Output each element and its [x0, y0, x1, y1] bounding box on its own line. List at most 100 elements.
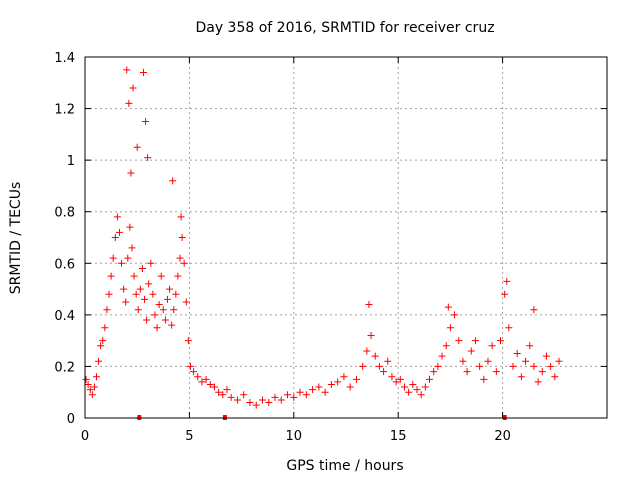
data-point	[95, 357, 103, 365]
data-point	[359, 362, 367, 370]
data-point	[421, 383, 429, 391]
data-point	[105, 290, 113, 298]
data-point	[409, 380, 417, 388]
data-point	[223, 386, 231, 394]
data-point	[118, 259, 126, 267]
data-point	[405, 388, 413, 396]
data-point	[371, 352, 379, 360]
data-point	[210, 383, 218, 391]
data-point	[497, 337, 505, 345]
data-point	[206, 380, 214, 388]
data-point	[125, 99, 133, 107]
data-point	[130, 272, 138, 280]
data-point	[455, 337, 463, 345]
data-point	[315, 383, 323, 391]
data-point	[123, 66, 131, 74]
data-point	[124, 254, 132, 262]
data-point	[176, 254, 184, 262]
data-point	[233, 396, 241, 404]
data-point	[99, 337, 107, 345]
data-point	[143, 316, 151, 324]
data-point	[434, 362, 442, 370]
data-point	[384, 357, 392, 365]
data-point	[168, 321, 176, 329]
data-point	[101, 324, 109, 332]
data-point	[363, 347, 371, 355]
data-point	[522, 357, 530, 365]
data-point	[534, 378, 542, 386]
x-axis-label: GPS time / hours	[286, 458, 403, 474]
data-point	[509, 362, 517, 370]
data-point	[334, 378, 342, 386]
y-tick-label: 0	[67, 412, 75, 427]
data-point	[178, 234, 186, 241]
data-point	[132, 290, 140, 298]
data-point	[538, 368, 546, 376]
data-point	[501, 290, 509, 298]
data-point	[136, 285, 144, 293]
data-point	[145, 280, 153, 288]
y-tick-label: 0.4	[54, 309, 75, 324]
data-point	[246, 399, 254, 407]
data-point	[488, 342, 496, 350]
data-point	[240, 391, 248, 399]
data-point	[111, 234, 119, 241]
data-point	[252, 401, 260, 409]
data-point	[446, 324, 454, 332]
data-point	[186, 362, 194, 370]
data-points	[82, 66, 563, 409]
data-point	[463, 368, 471, 376]
data-point	[141, 295, 149, 303]
data-point	[380, 368, 388, 376]
data-point	[134, 306, 142, 314]
data-point	[157, 272, 165, 280]
data-point	[284, 391, 292, 399]
data-point	[144, 154, 152, 162]
data-point	[258, 396, 266, 404]
data-point	[97, 342, 105, 350]
data-point	[417, 391, 425, 399]
data-point	[92, 373, 100, 381]
y-tick-label: 0.2	[54, 360, 75, 375]
data-point	[163, 295, 171, 303]
data-point	[190, 368, 198, 376]
data-point	[109, 254, 117, 262]
data-point	[227, 393, 235, 401]
data-point	[442, 342, 450, 350]
x-tick-label: 5	[185, 429, 193, 444]
data-point	[505, 324, 513, 332]
data-point	[107, 272, 115, 280]
data-point	[413, 386, 421, 394]
data-point	[492, 368, 500, 376]
data-point	[215, 388, 223, 396]
data-point	[198, 378, 206, 386]
data-point	[444, 303, 452, 311]
y-tick-label: 0.6	[54, 257, 75, 272]
data-point	[309, 386, 317, 394]
data-point	[174, 272, 182, 280]
x-tick-label: 15	[390, 429, 407, 444]
data-point	[90, 383, 98, 391]
data-point	[202, 375, 210, 383]
data-point	[219, 391, 227, 399]
data-point	[438, 352, 446, 360]
data-point	[128, 244, 136, 252]
data-point	[459, 357, 467, 365]
data-point	[480, 375, 488, 383]
grid-layer	[85, 57, 607, 418]
data-point	[290, 393, 298, 401]
data-point	[517, 373, 525, 381]
data-point	[151, 311, 159, 319]
y-tick-label: 1.4	[54, 51, 75, 66]
data-point	[392, 378, 400, 386]
data-point	[122, 298, 130, 306]
y-tick-label: 0.8	[54, 206, 75, 221]
data-point	[503, 277, 511, 285]
data-point	[476, 362, 484, 370]
data-point	[547, 362, 555, 370]
data-point	[103, 306, 111, 314]
data-point	[530, 306, 538, 314]
data-point	[352, 375, 360, 383]
y-tick-label: 1	[67, 154, 75, 169]
